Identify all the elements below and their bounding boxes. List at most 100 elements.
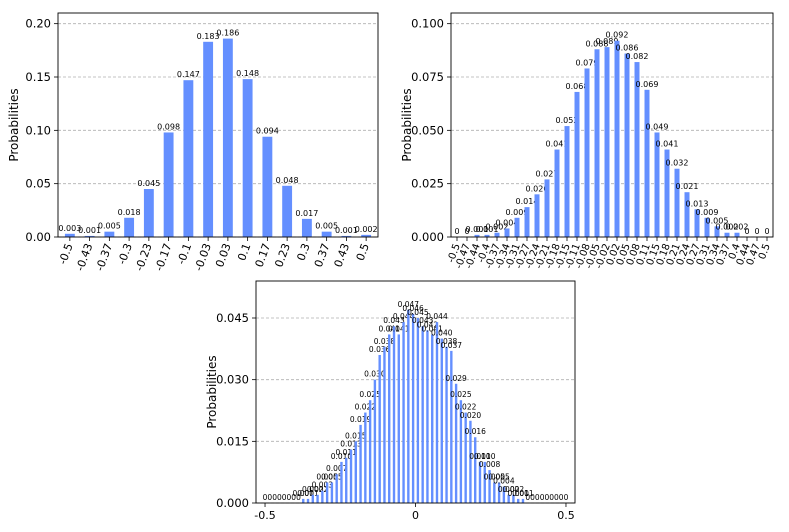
bar-value-label: 0.046: [402, 304, 424, 313]
bar-value-label: 0.005: [488, 472, 510, 481]
bar-value-label: 0.020: [460, 411, 482, 420]
bar-value-label: 0.002: [726, 223, 749, 232]
bar-value-label: 0.022: [455, 403, 477, 412]
bar-value-label: 0.052: [556, 116, 579, 125]
xtick-label: 0.23: [272, 242, 293, 269]
bar-value-label: 0.002: [498, 485, 520, 494]
xtick-label: 0: [412, 509, 419, 522]
xtick-label: 0.1: [235, 242, 253, 263]
bar-value-label: 0.186: [216, 29, 239, 38]
chart-top-right: 0.0000.0250.0500.0750.100Probabilities0-…: [400, 12, 774, 270]
bar-value-label: 0: [282, 493, 287, 502]
bar-value-label: 0.043: [412, 316, 434, 325]
bar: [594, 49, 600, 238]
bar: [431, 334, 434, 503]
bar-value-label: 0.010: [331, 452, 353, 461]
bar: [321, 490, 324, 503]
bar-value-label: 0.068: [566, 82, 589, 91]
bar-value-label: 0.002: [716, 223, 739, 232]
bar: [301, 218, 312, 237]
bar: [262, 136, 273, 237]
bar-value-label: 0.002: [486, 223, 509, 232]
bar: [488, 470, 491, 503]
ytick-label: 0.100: [411, 17, 444, 31]
bar: [654, 132, 660, 237]
bar-value-label: 0.018: [118, 208, 141, 217]
bar-value-label: 0.021: [676, 182, 699, 191]
bar-value-label: 0.002: [355, 225, 378, 234]
bar: [183, 80, 194, 237]
bar-value-label: 0.048: [276, 176, 299, 185]
bar: [373, 379, 377, 503]
bar-value-label: 0.011: [335, 448, 357, 457]
bar-value-label: 0.005: [98, 222, 121, 231]
bar-value-label: 0: [291, 493, 296, 502]
bar: [521, 498, 525, 503]
bar: [674, 168, 680, 237]
bar: [684, 192, 690, 237]
ytick-label: 0.045: [216, 311, 249, 325]
bar-value-label: 0.017: [295, 209, 318, 218]
bar-value-label: 0.015: [345, 431, 367, 440]
bar: [474, 437, 477, 503]
bar-value-label: 0.094: [256, 127, 279, 136]
bar-value-label: 0.020: [526, 184, 549, 193]
bar: [163, 132, 174, 237]
ytick-label: 0.075: [411, 70, 444, 84]
bar-value-label: 0: [564, 493, 569, 502]
y-axis-label: Probabilities: [205, 355, 219, 428]
bar: [282, 185, 293, 237]
bar-value-label: 0.092: [606, 31, 629, 40]
bar: [574, 91, 580, 237]
xtick-label: -0.5: [254, 509, 275, 522]
bar: [664, 149, 670, 237]
bar-value-label: 0: [296, 493, 301, 502]
bar-value-label: 0: [464, 227, 469, 236]
bar-value-label: 0.032: [666, 159, 689, 168]
bar-value-label: 0: [525, 493, 530, 502]
ytick-label: 0.025: [411, 177, 444, 191]
bar: [604, 47, 610, 238]
xtick-label: 0.03: [213, 242, 234, 269]
xtick-label: 0.43: [332, 242, 353, 269]
bar-value-label: 0.025: [359, 390, 381, 399]
bar-value-label: 0.016: [464, 427, 486, 436]
bar-value-label: 0.004: [493, 477, 515, 486]
bar-value-label: 0.086: [616, 44, 639, 53]
bar: [345, 457, 348, 503]
ytick-label: 0.000: [411, 230, 444, 244]
bar: [402, 322, 405, 503]
bar-value-label: 0.002: [307, 485, 329, 494]
bar-value-label: 0.004: [496, 218, 519, 227]
ytick-label: 0.030: [216, 373, 249, 387]
bar: [426, 330, 429, 503]
bar: [734, 232, 740, 237]
bar: [341, 235, 352, 237]
bar-value-label: 0.003: [58, 224, 81, 233]
bar-value-label: 0.044: [393, 312, 415, 321]
bar: [714, 226, 720, 237]
bar: [478, 461, 482, 503]
y-axis-label: Probabilities: [7, 88, 21, 161]
bar-value-label: 0.001: [512, 489, 534, 498]
bar-value-label: 0.014: [516, 197, 539, 206]
bar-value-label: 0.041: [378, 324, 400, 333]
plot-frame: [255, 280, 576, 504]
bar-value-label: 0.001: [476, 225, 499, 234]
bar: [469, 420, 472, 503]
bar-value-label: 0.043: [383, 316, 405, 325]
bar: [325, 482, 329, 503]
bar: [84, 235, 95, 237]
xtick-label: 0.5: [557, 509, 575, 522]
bar: [330, 482, 334, 503]
bar-value-label: 0.019: [350, 415, 372, 424]
bar-value-label: 0.005: [321, 472, 343, 481]
xtick-label: -0.23: [133, 242, 155, 273]
bar-value-label: 0.010: [469, 452, 491, 461]
bar-value-label: 0.001: [297, 489, 319, 498]
bar: [222, 38, 233, 237]
ytick-label: 0.000: [216, 496, 249, 510]
bar: [694, 209, 700, 237]
